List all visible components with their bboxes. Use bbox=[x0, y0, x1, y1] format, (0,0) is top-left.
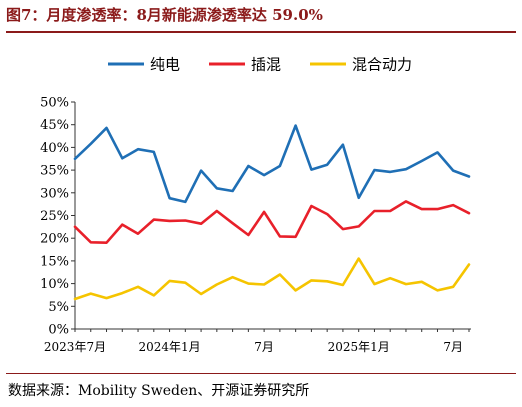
y-tick-label: 40% bbox=[40, 141, 69, 156]
line-chart: 0% 5% 10% 15% 20% 25% 30% 35% 40% 45% 50% 2023年7月 20… bbox=[40, 56, 471, 354]
title-divider bbox=[6, 31, 516, 33]
y-tick-label: 20% bbox=[40, 232, 69, 247]
data-source-note: 数据来源：Mobility Sweden、开源证券研究所 bbox=[8, 383, 310, 399]
series-line-2 bbox=[73, 200, 471, 244]
legend-label-3: 混合动力 bbox=[352, 56, 412, 74]
footer-divider bbox=[6, 373, 516, 374]
y-tick-label: 25% bbox=[40, 209, 69, 224]
legend-label-1: 纯电 bbox=[150, 56, 180, 74]
x-tick-label: 2024年1月 bbox=[138, 340, 200, 354]
y-tick-label: 45% bbox=[40, 118, 69, 133]
x-tick-label: 7月 bbox=[254, 340, 274, 354]
series-line-3 bbox=[73, 257, 471, 301]
x-tick-label: 7月 bbox=[443, 340, 463, 354]
x-tick-label: 2023年7月 bbox=[44, 340, 106, 354]
y-tick-label: 50% bbox=[40, 96, 69, 111]
x-tick-label: 2025年1月 bbox=[328, 340, 390, 354]
y-tick-label: 30% bbox=[40, 186, 69, 201]
y-tick-label: 15% bbox=[40, 254, 69, 269]
y-tick-label: 0% bbox=[48, 323, 69, 338]
series-line-1 bbox=[73, 124, 471, 204]
legend-label-2: 插混 bbox=[251, 56, 281, 74]
chart-title: 图7：月度渗透率：8月新能源渗透率达 59.0% bbox=[6, 6, 323, 24]
y-tick-label: 5% bbox=[48, 300, 69, 315]
y-tick-label: 35% bbox=[40, 164, 69, 179]
y-tick-label: 10% bbox=[40, 277, 69, 292]
